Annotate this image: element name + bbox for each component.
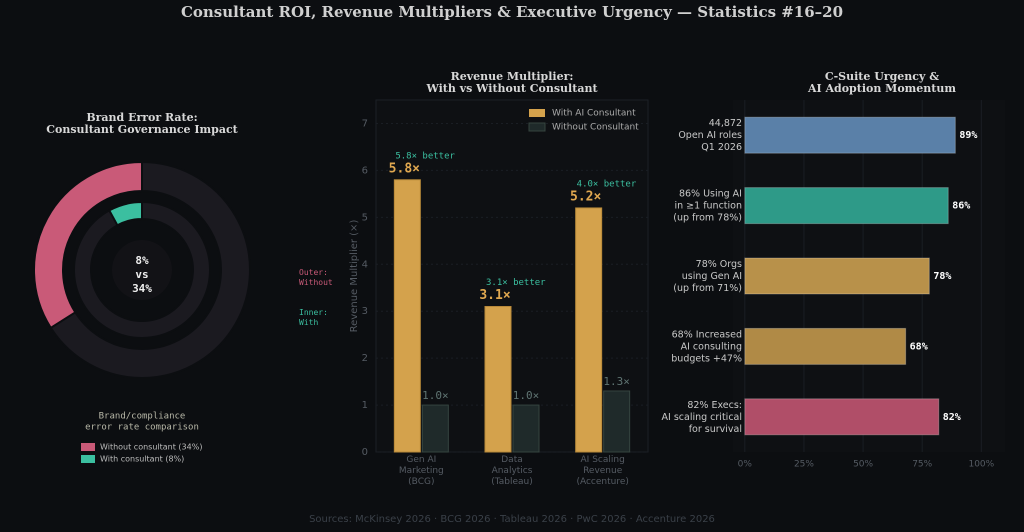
legend-label: Without Consultant	[552, 123, 639, 133]
donut-hole	[112, 240, 172, 300]
y-tick-label: 2	[362, 353, 368, 364]
ring-label: Inner: With	[299, 308, 328, 327]
legend-label: Without consultant (34%)	[100, 443, 202, 452]
plot-area	[375, 99, 649, 453]
y-tick-label: 68% Increased AI consulting budgets +47%	[671, 329, 742, 364]
value-label: 1.3×	[603, 375, 630, 388]
bar	[421, 404, 449, 453]
bar	[603, 390, 631, 453]
value-label: 1.0×	[513, 389, 540, 402]
y-tick-label: 4	[362, 259, 368, 270]
y-tick-label: 44,872 Open AI roles Q1 2026	[678, 118, 742, 153]
value-label: 5.2×	[570, 189, 601, 204]
value-label: 89%	[959, 130, 977, 141]
legend-swatch	[81, 455, 95, 463]
caption: Brand/compliance error rate comparison	[85, 411, 199, 432]
y-tick-label: 6	[362, 165, 368, 176]
value-label: 3.1×	[479, 288, 510, 303]
legend-label: With AI Consultant	[552, 109, 636, 119]
x-tick-label: Gen AI Marketing (BCG)	[399, 455, 444, 487]
value-label: 82%	[943, 412, 961, 423]
x-tick-label: 75%	[912, 460, 932, 470]
bar	[575, 207, 603, 453]
annotation: 3.1× better	[486, 278, 546, 288]
y-tick-label: 82% Execs: AI scaling critical for surviva…	[662, 399, 742, 434]
legend-swatch	[528, 122, 546, 132]
value-label: 78%	[933, 271, 951, 282]
ring-label: Outer: Without	[299, 268, 333, 287]
value-label: 68%	[910, 341, 928, 352]
center-text: 8% vs 34%	[132, 254, 152, 295]
x-tick-label: 100%	[968, 460, 994, 470]
footer: Sources: McKinsey 2026 · BCG 2026 · Tabl…	[309, 514, 715, 525]
page-title: Consultant ROI, Revenue Multipliers & Ex…	[181, 3, 843, 21]
bar	[744, 327, 907, 365]
y-tick-label: 78% Orgs using Gen AI (up from 71%)	[673, 259, 742, 294]
legend-label: With consultant (8%)	[100, 455, 184, 464]
x-tick-label: Data Analytics (Tableau)	[491, 455, 533, 487]
bar	[744, 116, 956, 154]
y-axis-label: Revenue Multiplier (×)	[349, 220, 360, 333]
donut-segment	[107, 200, 143, 227]
y-tick-label: 7	[362, 118, 368, 129]
bar	[393, 179, 421, 453]
x-tick-label: 0%	[738, 460, 753, 470]
y-tick-label: 0	[362, 447, 368, 458]
bar	[512, 404, 540, 453]
x-tick-label: 25%	[794, 460, 814, 470]
bar	[744, 398, 940, 436]
y-tick-label: 1	[362, 400, 368, 411]
donut-segment	[33, 160, 143, 330]
chart-title: C-Suite Urgency & AI Adoption Momentum	[807, 70, 956, 95]
value-label: 1.0×	[422, 389, 449, 402]
chart-title: Revenue Multiplier: With vs Without Consu…	[425, 70, 598, 95]
value-label: 86%	[952, 201, 970, 212]
bar	[744, 187, 949, 225]
y-tick-label: 5	[362, 212, 368, 223]
annotation: 4.0× better	[577, 179, 637, 189]
bar	[744, 257, 930, 295]
x-tick-label: 50%	[853, 460, 873, 470]
value-label: 5.8×	[389, 161, 420, 176]
y-tick-label: 86% Using AI in ≥1 function (up from 78%)	[673, 188, 742, 223]
bar	[484, 306, 512, 453]
annotation: 5.8× better	[395, 151, 455, 161]
legend-swatch	[81, 443, 95, 451]
x-tick-label: AI Scaling Revenue (Accenture)	[576, 455, 628, 487]
legend-swatch	[529, 109, 545, 117]
chart-title: Brand Error Rate: Consultant Governance I…	[46, 111, 238, 136]
y-tick-label: 3	[362, 306, 368, 317]
